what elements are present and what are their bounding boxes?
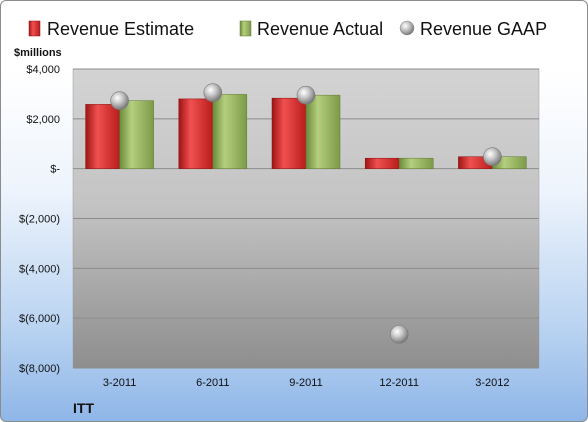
bars [85,94,527,169]
legend-swatch-estimate [28,20,41,37]
y-tick-label: $(2,000) [19,214,60,226]
legend-item-estimate: Revenue Estimate [28,19,194,39]
legend-item-actual: Revenue Actual [239,19,383,39]
bar-revenue-estimate [85,104,120,169]
y-tick-label: $(4,000) [19,263,60,275]
gaap-marker [110,91,129,110]
bar-revenue-actual [398,157,434,169]
gaap-marker [296,85,316,105]
x-tick-label: 6-2011 [196,377,229,389]
x-tick-label: 3-2012 [475,377,509,389]
gaap-markers [110,83,502,344]
bar-revenue-estimate [271,97,307,169]
gaap-marker [203,83,223,102]
x-tick-label: 3-2011 [103,377,136,389]
x-tick-label: 9-2011 [289,377,322,389]
x-tick-label: 12-2011 [379,377,419,389]
y-tick-label: $(8,000) [19,363,60,375]
unit-label: $millions [14,47,62,59]
bar-revenue-actual [212,94,248,169]
y-axis-ticks: $4,000 $2,000 $- $(2,000) $(4,000) $(6,000) $(… [19,64,60,375]
company-label: ITT [73,400,94,416]
bar-revenue-actual [305,94,341,169]
legend-item-gaap: Revenue GAAP [399,19,547,39]
legend-swatch-actual [239,20,252,37]
legend-label-estimate: Revenue Estimate [47,19,194,39]
legend: Revenue Estimate Revenue Actual Revenue … [28,19,547,39]
y-tick-label: $4,000 [26,64,60,76]
y-tick-label: $2,000 [26,114,60,126]
legend-label-gaap: Revenue GAAP [420,19,547,39]
bar-revenue-estimate [364,157,400,169]
gaap-marker [389,325,409,344]
bar-revenue-actual [119,100,154,169]
bar-revenue-estimate [178,98,214,169]
legend-marker-gaap [399,20,415,36]
x-axis-ticks: 3-2011 6-2011 9-2011 12-2011 3-2012 [103,377,510,389]
y-tick-label: $- [50,164,60,176]
legend-label-actual: Revenue Actual [257,19,383,39]
gaap-marker [483,147,502,167]
y-tick-label: $(6,000) [19,313,60,325]
